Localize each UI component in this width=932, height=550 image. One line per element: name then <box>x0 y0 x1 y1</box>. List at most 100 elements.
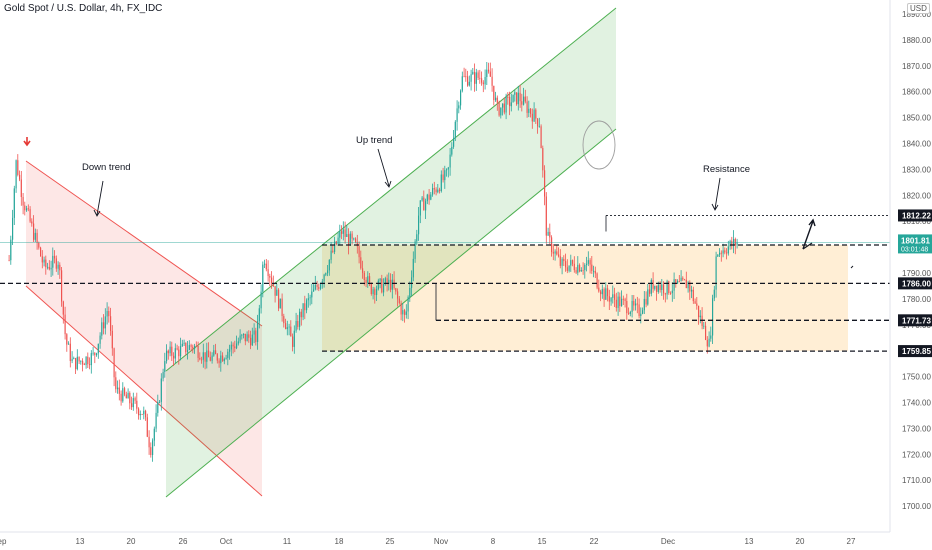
candle <box>134 396 136 404</box>
candle <box>554 249 556 261</box>
candle-body <box>376 289 378 295</box>
candle <box>332 244 334 254</box>
candle-body <box>516 92 518 105</box>
candle <box>391 274 393 299</box>
candle-body <box>472 71 474 75</box>
candle <box>279 298 281 309</box>
candle-body <box>43 259 45 263</box>
candle <box>372 286 374 300</box>
candle-body <box>33 223 35 240</box>
candle-body <box>458 105 460 109</box>
candle <box>94 352 96 364</box>
candle <box>64 306 66 340</box>
candle <box>537 118 539 134</box>
candle <box>500 107 502 119</box>
candle-body <box>20 179 22 197</box>
price-tick-label: 1870.00 <box>902 62 931 71</box>
candle-body <box>12 217 14 240</box>
candle-body <box>13 188 15 218</box>
candle-body <box>502 103 504 108</box>
candle-body <box>125 394 127 399</box>
candle <box>584 263 586 279</box>
candle <box>239 329 241 344</box>
price-tick-label: 1860.00 <box>902 88 931 97</box>
candle-body <box>38 242 40 248</box>
candle <box>304 295 306 320</box>
candle-body <box>71 358 73 361</box>
candle-body <box>281 298 283 316</box>
candle <box>383 278 385 297</box>
candle <box>619 292 621 312</box>
candle <box>503 97 505 115</box>
candle-body <box>356 242 358 247</box>
candle-body <box>272 283 274 287</box>
candle <box>510 93 512 112</box>
candle-body <box>334 241 336 252</box>
candle <box>538 117 540 128</box>
candle-body <box>50 267 52 270</box>
candle-body <box>705 325 707 340</box>
candle <box>241 333 243 340</box>
candle <box>421 196 423 202</box>
candle <box>89 357 91 370</box>
candle-body <box>314 284 316 290</box>
candle <box>495 91 497 102</box>
candle <box>561 257 563 275</box>
candle-body <box>519 92 521 102</box>
candle-body <box>720 252 722 254</box>
candle <box>160 373 162 411</box>
candle-body <box>110 316 112 331</box>
candle-body <box>260 291 262 309</box>
candle <box>463 67 465 78</box>
candle-body <box>432 188 434 195</box>
candle-body <box>45 259 47 268</box>
candle <box>694 298 696 304</box>
candle-body <box>150 447 152 455</box>
candle-body <box>188 345 190 350</box>
candle <box>477 70 479 80</box>
candle <box>15 159 17 193</box>
candle <box>435 187 437 196</box>
candle-body <box>97 343 99 354</box>
candle <box>381 274 383 294</box>
candle <box>225 354 227 360</box>
candle-body <box>467 76 469 86</box>
currency-label[interactable]: USD <box>907 3 930 14</box>
candle <box>211 352 213 364</box>
breakdown-circle <box>582 120 616 170</box>
candle-body <box>514 92 516 95</box>
candle <box>26 205 28 212</box>
candle-body <box>657 285 659 292</box>
candle-body <box>419 200 421 216</box>
candle <box>83 362 85 366</box>
candle <box>547 227 549 236</box>
candle-body <box>699 315 701 318</box>
candle-body <box>26 208 28 211</box>
candle-body <box>292 336 294 347</box>
candle <box>670 291 672 295</box>
candle <box>24 201 26 216</box>
candle <box>31 218 33 227</box>
candle <box>559 249 561 269</box>
time-tick-label: 18 <box>335 537 344 546</box>
candle <box>384 276 386 286</box>
candle <box>621 290 623 307</box>
candle <box>40 246 42 257</box>
candle-body <box>666 281 668 295</box>
candle-body <box>159 401 161 403</box>
candle <box>407 295 409 320</box>
candle <box>488 62 490 74</box>
candle <box>517 85 519 111</box>
candle-body <box>146 417 148 437</box>
candle-body <box>482 82 484 85</box>
candle <box>617 291 619 316</box>
candle-body <box>615 299 617 308</box>
price-tick-label: 1780.00 <box>902 295 931 304</box>
candle-body <box>554 251 556 254</box>
candle-body <box>103 322 105 329</box>
candle-body <box>127 393 129 399</box>
candle <box>575 267 577 274</box>
candle-body <box>407 297 409 312</box>
candle-body <box>250 337 252 346</box>
